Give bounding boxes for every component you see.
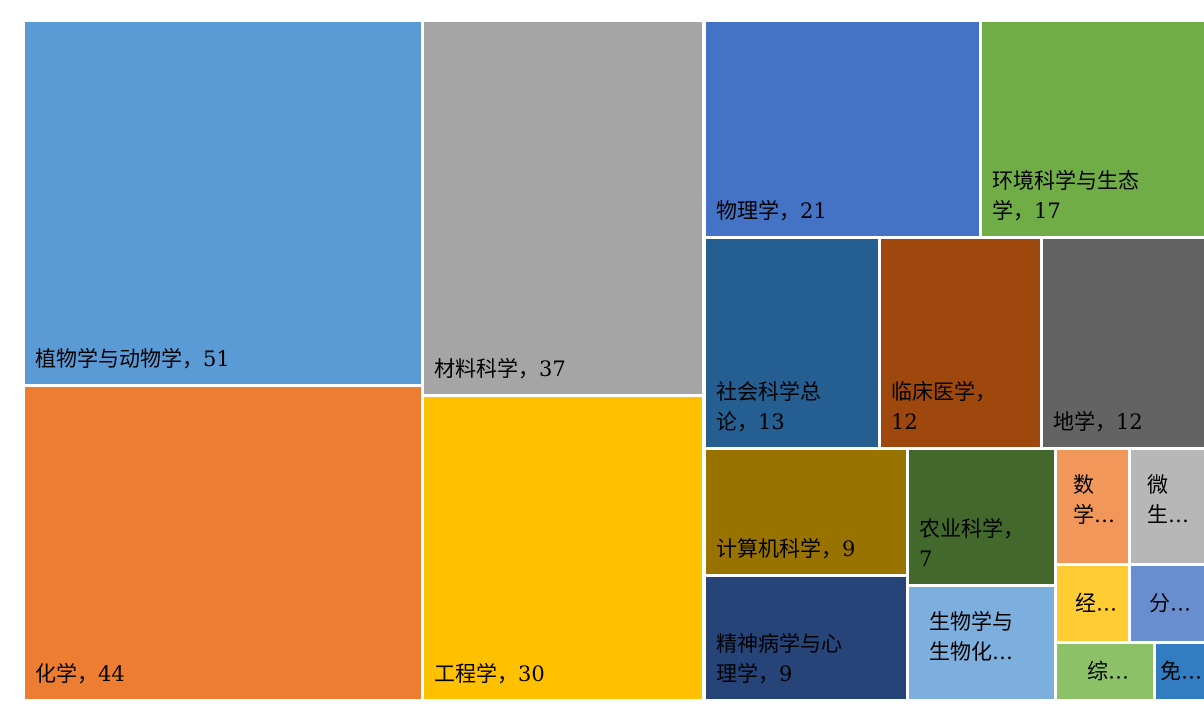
cell-15-label-1: 微 [1147, 473, 1168, 497]
cell-8: 临床医学， 12 [881, 239, 1040, 447]
cell-12: 农业科学， 7 [909, 450, 1054, 584]
cell-8-label-2: 12 [891, 410, 918, 434]
cell-10-rect [706, 450, 906, 574]
cell-8-rect [881, 239, 1040, 447]
cell-6-label-2: 学，17 [992, 199, 1061, 223]
cell-13-label-1: 生物学与 [929, 610, 1013, 634]
cell-4: 工程学，30 [424, 397, 702, 699]
cell-7-label-2: 论，13 [716, 410, 785, 434]
cell-19: 免… [1156, 644, 1204, 699]
cell-11-rect [706, 577, 906, 699]
cell-14: 数学… [1057, 450, 1128, 563]
cell-4-label-1: 工程学，30 [434, 662, 545, 686]
cell-9-rect [1043, 239, 1204, 447]
cell-6-rect [982, 22, 1204, 236]
cell-10: 计算机科学，9 [706, 450, 906, 574]
cell-15-label-2: 生… [1147, 503, 1189, 527]
cell-9-label-1: 地学，12 [1053, 410, 1143, 434]
cell-15-rect [1131, 450, 1204, 563]
cell-19-label-1: 免… [1160, 660, 1202, 684]
cell-15: 微生… [1131, 450, 1204, 563]
cell-8-label-1: 临床医学， [891, 380, 996, 404]
cell-11-label-1: 精神病学与心 [716, 632, 842, 656]
cell-16-label-1: 经… [1075, 592, 1117, 616]
cell-16-rect [1057, 566, 1128, 641]
cell-5: 物理学，21 [706, 22, 979, 236]
cell-2-rect [25, 387, 421, 699]
cell-5-rect [706, 22, 979, 236]
cell-12-label-1: 农业科学， [919, 517, 1024, 541]
cell-13-rect [909, 587, 1054, 699]
cell-14-label-1: 数 [1073, 473, 1094, 497]
cell-19-rect [1156, 644, 1204, 699]
cell-16: 经… [1057, 566, 1128, 641]
cell-17-rect [1131, 566, 1204, 641]
cell-7-label-1: 社会科学总 [716, 380, 821, 404]
cell-14-rect [1057, 450, 1128, 563]
cell-6-label-1: 环境科学与生态 [992, 169, 1139, 193]
cell-12-rect [909, 450, 1054, 584]
cell-4-rect [424, 397, 702, 699]
cell-18-rect [1057, 644, 1153, 699]
cell-2-label-1: 化学，44 [35, 662, 125, 686]
cell-9: 地学，12 [1043, 239, 1204, 447]
cell-3: 材料科学，37 [424, 22, 702, 394]
cell-11-label-2: 理学，9 [716, 662, 792, 686]
cell-12-label-2: 7 [919, 547, 932, 571]
cell-14-label-2: 学… [1073, 503, 1115, 527]
cell-18-label-1: 综… [1087, 660, 1129, 684]
cell-13-label-2: 生物化… [929, 640, 1013, 664]
cell-18: 综… [1057, 644, 1153, 699]
cell-2: 化学，44 [25, 387, 421, 699]
cell-1-label-1: 植物学与动物学，51 [35, 347, 230, 371]
cell-5-label-1: 物理学，21 [716, 199, 827, 223]
cell-17-label-1: 分… [1149, 592, 1191, 616]
cell-1: 植物学与动物学，51 [25, 22, 421, 384]
cell-17: 分… [1131, 566, 1204, 641]
cell-10-label-1: 计算机科学，9 [716, 537, 855, 561]
cell-7-rect [706, 239, 878, 447]
cell-13: 生物学与生物化… [909, 587, 1054, 699]
cell-3-label-1: 材料科学，37 [434, 357, 566, 381]
cell-1-rect [25, 22, 421, 384]
cell-3-rect [424, 22, 702, 394]
